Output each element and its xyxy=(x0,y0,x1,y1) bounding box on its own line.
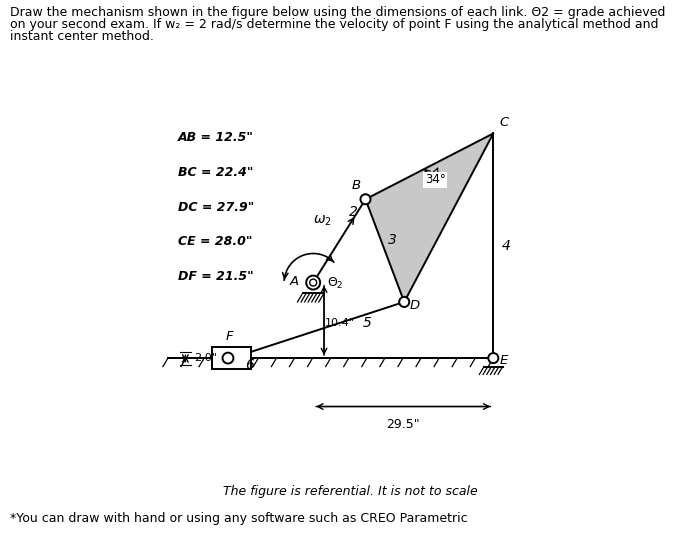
Text: 10.4": 10.4" xyxy=(325,318,355,328)
Circle shape xyxy=(309,279,316,286)
Text: BC = 22.4": BC = 22.4" xyxy=(178,166,253,179)
Text: A: A xyxy=(290,275,299,288)
Text: E: E xyxy=(500,355,508,367)
Circle shape xyxy=(399,297,409,307)
Text: 5: 5 xyxy=(363,316,372,330)
Text: 4: 4 xyxy=(502,239,511,253)
Text: 3: 3 xyxy=(389,233,397,247)
Circle shape xyxy=(489,353,498,363)
Text: 29.5": 29.5" xyxy=(386,418,420,431)
Circle shape xyxy=(223,353,233,364)
Text: 2: 2 xyxy=(349,204,358,218)
Text: 2.0": 2.0" xyxy=(194,353,217,364)
Text: B: B xyxy=(351,179,360,192)
Text: instant center method.: instant center method. xyxy=(10,30,155,43)
Text: 34°: 34° xyxy=(425,173,446,186)
Text: The figure is referential. It is not to scale: The figure is referential. It is not to … xyxy=(223,485,477,498)
Text: D: D xyxy=(410,299,420,312)
Text: C: C xyxy=(500,116,509,129)
Text: AB = 12.5": AB = 12.5" xyxy=(178,131,253,144)
Text: DC = 27.9": DC = 27.9" xyxy=(178,201,254,214)
Circle shape xyxy=(306,275,320,289)
Polygon shape xyxy=(365,133,494,302)
Circle shape xyxy=(360,194,370,204)
Text: on your second exam. If w₂ = 2 rad/s determine the velocity of point F using the: on your second exam. If w₂ = 2 rad/s det… xyxy=(10,18,659,31)
Text: 6: 6 xyxy=(245,358,253,372)
Text: DF = 21.5": DF = 21.5" xyxy=(178,270,253,283)
Text: Draw the mechanism shown in the figure below using the dimensions of each link. : Draw the mechanism shown in the figure b… xyxy=(10,6,666,19)
Text: $\Theta_2$: $\Theta_2$ xyxy=(327,276,343,291)
Text: $\omega_2$: $\omega_2$ xyxy=(314,214,332,228)
Text: CE = 28.0": CE = 28.0" xyxy=(178,236,252,249)
Text: *You can draw with hand or using any software such as CREO Parametric: *You can draw with hand or using any sof… xyxy=(10,512,468,525)
Text: F: F xyxy=(226,330,234,343)
Bar xyxy=(213,347,251,369)
